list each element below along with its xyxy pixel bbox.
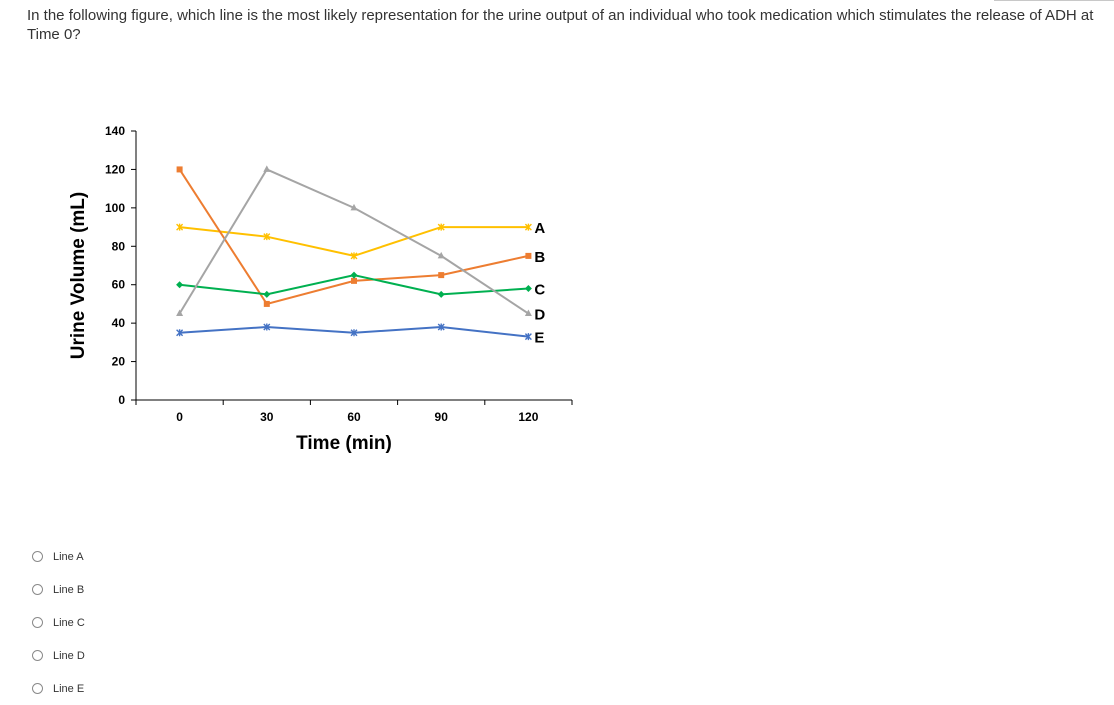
series-line-e bbox=[176, 323, 532, 341]
x-tick-label: 90 bbox=[435, 410, 449, 424]
data-point bbox=[438, 272, 445, 279]
data-point bbox=[524, 309, 532, 317]
data-point bbox=[176, 223, 184, 231]
radio-button[interactable] bbox=[32, 584, 43, 595]
data-point bbox=[263, 165, 271, 172]
series-label-d: D bbox=[534, 307, 545, 324]
data-point bbox=[176, 329, 184, 337]
series-label-c: C bbox=[534, 282, 545, 299]
option-line-c[interactable]: Line C bbox=[32, 606, 85, 639]
series-line-c bbox=[176, 271, 532, 298]
option-label: Line E bbox=[53, 682, 85, 695]
series-line-a bbox=[176, 223, 532, 260]
data-point bbox=[525, 252, 532, 259]
answer-options: Line A Line B Line C Line D Line E bbox=[32, 540, 85, 705]
y-tick-label: 40 bbox=[112, 316, 126, 330]
x-axis-title: Time (min) bbox=[296, 433, 392, 454]
option-line-a[interactable]: Line A bbox=[32, 540, 85, 573]
data-point bbox=[263, 323, 271, 331]
urine-volume-chart: 0 20 40 60 80 100 120 140 0 30 60 90 120 Time (min) Ur… bbox=[68, 124, 573, 454]
data-point bbox=[176, 281, 184, 289]
series-label-b: B bbox=[534, 249, 545, 266]
radio-button[interactable] bbox=[32, 617, 43, 628]
data-point bbox=[437, 223, 445, 231]
data-point bbox=[351, 277, 357, 284]
data-point bbox=[350, 203, 358, 211]
radio-button[interactable] bbox=[32, 551, 43, 562]
data-point bbox=[524, 285, 532, 293]
top-divider bbox=[994, 0, 1114, 1]
series-label-a: A bbox=[534, 220, 545, 237]
option-label: Line D bbox=[53, 649, 85, 662]
data-point bbox=[263, 290, 271, 298]
option-line-b[interactable]: Line B bbox=[32, 573, 85, 606]
radio-button[interactable] bbox=[32, 650, 43, 661]
data-point bbox=[350, 252, 358, 260]
y-tick-label: 100 bbox=[105, 201, 125, 215]
option-label: Line A bbox=[53, 550, 84, 563]
question-text: In the following figure, which line is t… bbox=[27, 7, 1094, 43]
radio-button[interactable] bbox=[32, 683, 43, 694]
option-line-e[interactable]: Line E bbox=[32, 672, 85, 705]
y-tick-label: 60 bbox=[112, 278, 126, 292]
data-point bbox=[176, 166, 183, 173]
data-point bbox=[437, 290, 445, 298]
data-point bbox=[263, 300, 270, 307]
x-tick-label: 60 bbox=[347, 410, 361, 424]
data-point bbox=[437, 251, 445, 259]
data-point bbox=[350, 271, 358, 279]
data-point bbox=[263, 233, 271, 241]
series-label-e: E bbox=[534, 330, 544, 347]
data-point bbox=[176, 309, 184, 317]
data-point bbox=[350, 329, 358, 337]
series-line-d bbox=[176, 165, 532, 317]
y-tick-label: 140 bbox=[105, 124, 125, 138]
y-axis-title: Urine Volume (mL) bbox=[68, 192, 89, 360]
data-point bbox=[524, 333, 532, 341]
x-tick-label: 120 bbox=[518, 410, 538, 424]
data-point bbox=[524, 223, 532, 231]
y-tick-label: 80 bbox=[112, 239, 126, 253]
x-tick-label: 0 bbox=[176, 410, 183, 424]
option-line-d[interactable]: Line D bbox=[32, 639, 85, 672]
option-label: Line C bbox=[53, 616, 85, 629]
x-tick-label: 30 bbox=[260, 410, 274, 424]
y-tick-label: 120 bbox=[105, 162, 125, 176]
y-tick-label: 0 bbox=[118, 393, 125, 407]
series-line-b bbox=[176, 166, 532, 307]
option-label: Line B bbox=[53, 583, 85, 596]
y-tick-label: 20 bbox=[112, 355, 126, 369]
data-point bbox=[437, 323, 445, 331]
